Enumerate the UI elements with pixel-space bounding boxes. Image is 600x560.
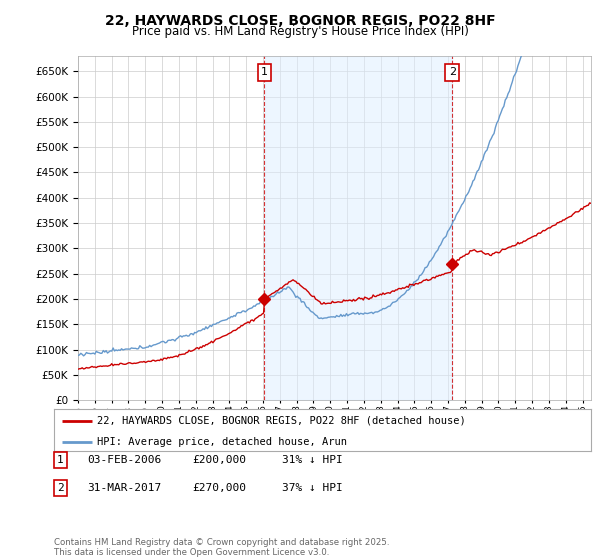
Text: 2: 2: [449, 67, 456, 77]
Text: 1: 1: [57, 455, 64, 465]
Text: £200,000: £200,000: [192, 455, 246, 465]
Text: 37% ↓ HPI: 37% ↓ HPI: [282, 483, 343, 493]
Text: Contains HM Land Registry data © Crown copyright and database right 2025.
This d: Contains HM Land Registry data © Crown c…: [54, 538, 389, 557]
Text: 03-FEB-2006: 03-FEB-2006: [87, 455, 161, 465]
Text: £270,000: £270,000: [192, 483, 246, 493]
Text: Price paid vs. HM Land Registry's House Price Index (HPI): Price paid vs. HM Land Registry's House …: [131, 25, 469, 38]
Text: 2: 2: [57, 483, 64, 493]
Text: 31% ↓ HPI: 31% ↓ HPI: [282, 455, 343, 465]
Text: 22, HAYWARDS CLOSE, BOGNOR REGIS, PO22 8HF (detached house): 22, HAYWARDS CLOSE, BOGNOR REGIS, PO22 8…: [97, 416, 466, 426]
Text: HPI: Average price, detached house, Arun: HPI: Average price, detached house, Arun: [97, 437, 347, 446]
Text: 1: 1: [261, 67, 268, 77]
Text: 22, HAYWARDS CLOSE, BOGNOR REGIS, PO22 8HF: 22, HAYWARDS CLOSE, BOGNOR REGIS, PO22 8…: [104, 14, 496, 28]
Text: 31-MAR-2017: 31-MAR-2017: [87, 483, 161, 493]
